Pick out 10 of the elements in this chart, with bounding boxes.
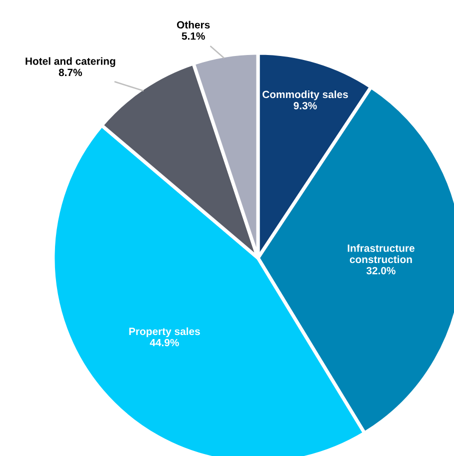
data-label: 44.9% xyxy=(150,338,179,346)
slice-label: Property sales xyxy=(129,327,200,338)
data-label: 9.3% xyxy=(294,102,317,110)
data-label: 5.1% xyxy=(182,32,205,40)
data-label: 8.7% xyxy=(58,68,82,76)
slice-label: Others xyxy=(176,20,210,29)
slice-label: Infrastructure construction xyxy=(348,244,414,264)
data-label: 32.0% xyxy=(366,266,396,274)
slice-label: Hotel and catering xyxy=(26,57,116,67)
slice-label: Commodity sales xyxy=(262,90,348,100)
